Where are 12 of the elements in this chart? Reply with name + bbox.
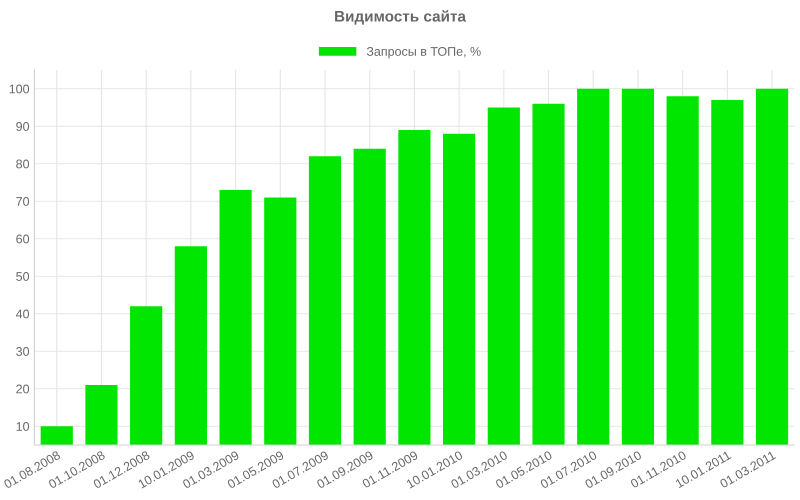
y-tick-label: 100 — [10, 84, 30, 94]
y-tick-label: 40 — [16, 310, 30, 318]
y-tick-label: 30 — [16, 347, 30, 356]
y-tick-label: 70 — [16, 197, 30, 206]
y-tick-label: 50 — [16, 272, 30, 281]
y-tick-label: 20 — [16, 384, 30, 394]
y-tick-label: 60 — [16, 234, 30, 244]
legend-label: Запросы в ТОПе, % — [366, 47, 481, 58]
chart-title: Видимость сайта — [335, 10, 466, 25]
y-tick-label: 90 — [16, 122, 30, 131]
y-tick-label: 10 — [16, 422, 30, 431]
y-tick-label: 80 — [16, 160, 30, 168]
